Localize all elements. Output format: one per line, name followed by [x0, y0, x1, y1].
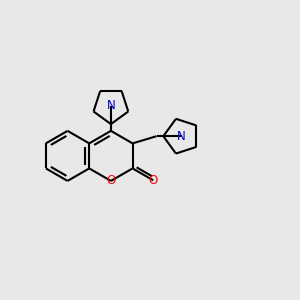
Text: N: N — [177, 130, 186, 143]
Text: N: N — [106, 99, 115, 112]
Text: O: O — [106, 174, 116, 188]
Text: O: O — [148, 174, 158, 187]
